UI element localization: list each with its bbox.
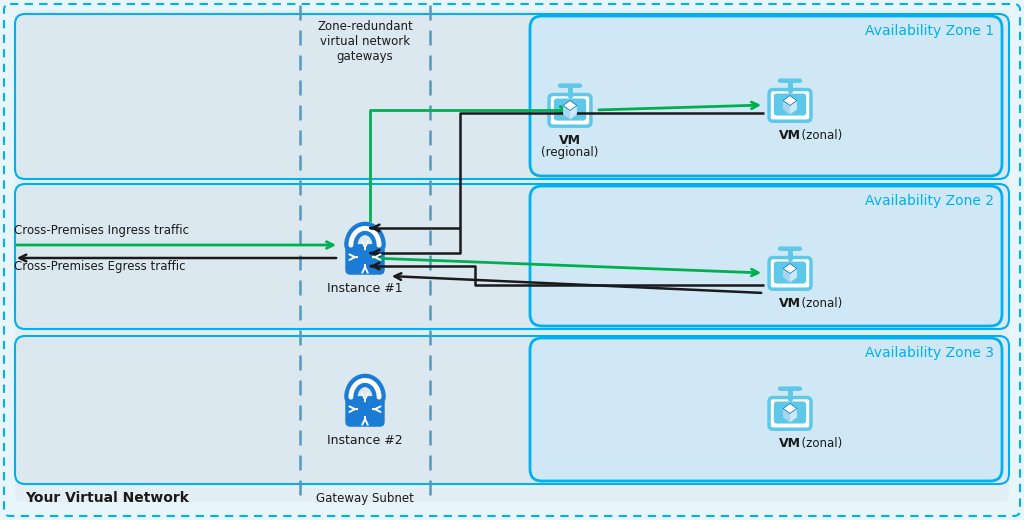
Polygon shape <box>790 409 797 422</box>
FancyBboxPatch shape <box>769 398 811 429</box>
Text: Instance #1: Instance #1 <box>328 282 402 295</box>
Text: VM: VM <box>779 129 801 142</box>
FancyBboxPatch shape <box>530 16 1002 176</box>
FancyBboxPatch shape <box>15 336 1009 484</box>
FancyBboxPatch shape <box>345 244 385 275</box>
FancyBboxPatch shape <box>549 95 591 126</box>
FancyBboxPatch shape <box>530 338 1002 481</box>
FancyBboxPatch shape <box>774 94 806 115</box>
FancyBboxPatch shape <box>554 98 586 121</box>
FancyBboxPatch shape <box>345 396 385 427</box>
Polygon shape <box>790 268 797 282</box>
Polygon shape <box>563 106 570 120</box>
FancyBboxPatch shape <box>15 184 1009 329</box>
FancyBboxPatch shape <box>558 83 583 88</box>
FancyBboxPatch shape <box>15 10 1009 502</box>
FancyBboxPatch shape <box>774 401 806 424</box>
FancyBboxPatch shape <box>777 246 803 251</box>
FancyBboxPatch shape <box>774 262 806 283</box>
FancyBboxPatch shape <box>4 4 1020 516</box>
Text: VM: VM <box>779 297 801 310</box>
FancyBboxPatch shape <box>769 89 811 121</box>
Text: (regional): (regional) <box>542 146 599 159</box>
Text: Gateway Subnet: Gateway Subnet <box>316 492 414 505</box>
Text: Instance #2: Instance #2 <box>328 434 402 447</box>
Polygon shape <box>570 106 577 120</box>
Text: Availability Zone 3: Availability Zone 3 <box>865 346 994 360</box>
Polygon shape <box>783 404 797 413</box>
Polygon shape <box>783 264 797 274</box>
FancyBboxPatch shape <box>777 386 803 391</box>
Text: (zonal): (zonal) <box>794 297 843 310</box>
Text: VM: VM <box>779 437 801 450</box>
Text: Zone-redundant
virtual network
gateways: Zone-redundant virtual network gateways <box>317 20 413 63</box>
Text: VM: VM <box>559 134 581 147</box>
Polygon shape <box>563 100 577 110</box>
Polygon shape <box>783 268 790 282</box>
FancyBboxPatch shape <box>15 14 1009 179</box>
Text: Availability Zone 2: Availability Zone 2 <box>865 194 994 208</box>
Text: (zonal): (zonal) <box>794 437 843 450</box>
Polygon shape <box>783 100 790 114</box>
Polygon shape <box>790 100 797 114</box>
FancyBboxPatch shape <box>777 79 803 83</box>
Polygon shape <box>783 409 790 422</box>
FancyBboxPatch shape <box>530 186 1002 326</box>
Text: Availability Zone 1: Availability Zone 1 <box>865 24 994 38</box>
Text: (zonal): (zonal) <box>794 129 843 142</box>
Text: Cross-Premises Ingress traffic: Cross-Premises Ingress traffic <box>14 224 189 237</box>
FancyBboxPatch shape <box>769 257 811 289</box>
Polygon shape <box>783 96 797 106</box>
Text: Your Virtual Network: Your Virtual Network <box>25 491 188 505</box>
Text: Cross-Premises Egress traffic: Cross-Premises Egress traffic <box>14 260 185 273</box>
